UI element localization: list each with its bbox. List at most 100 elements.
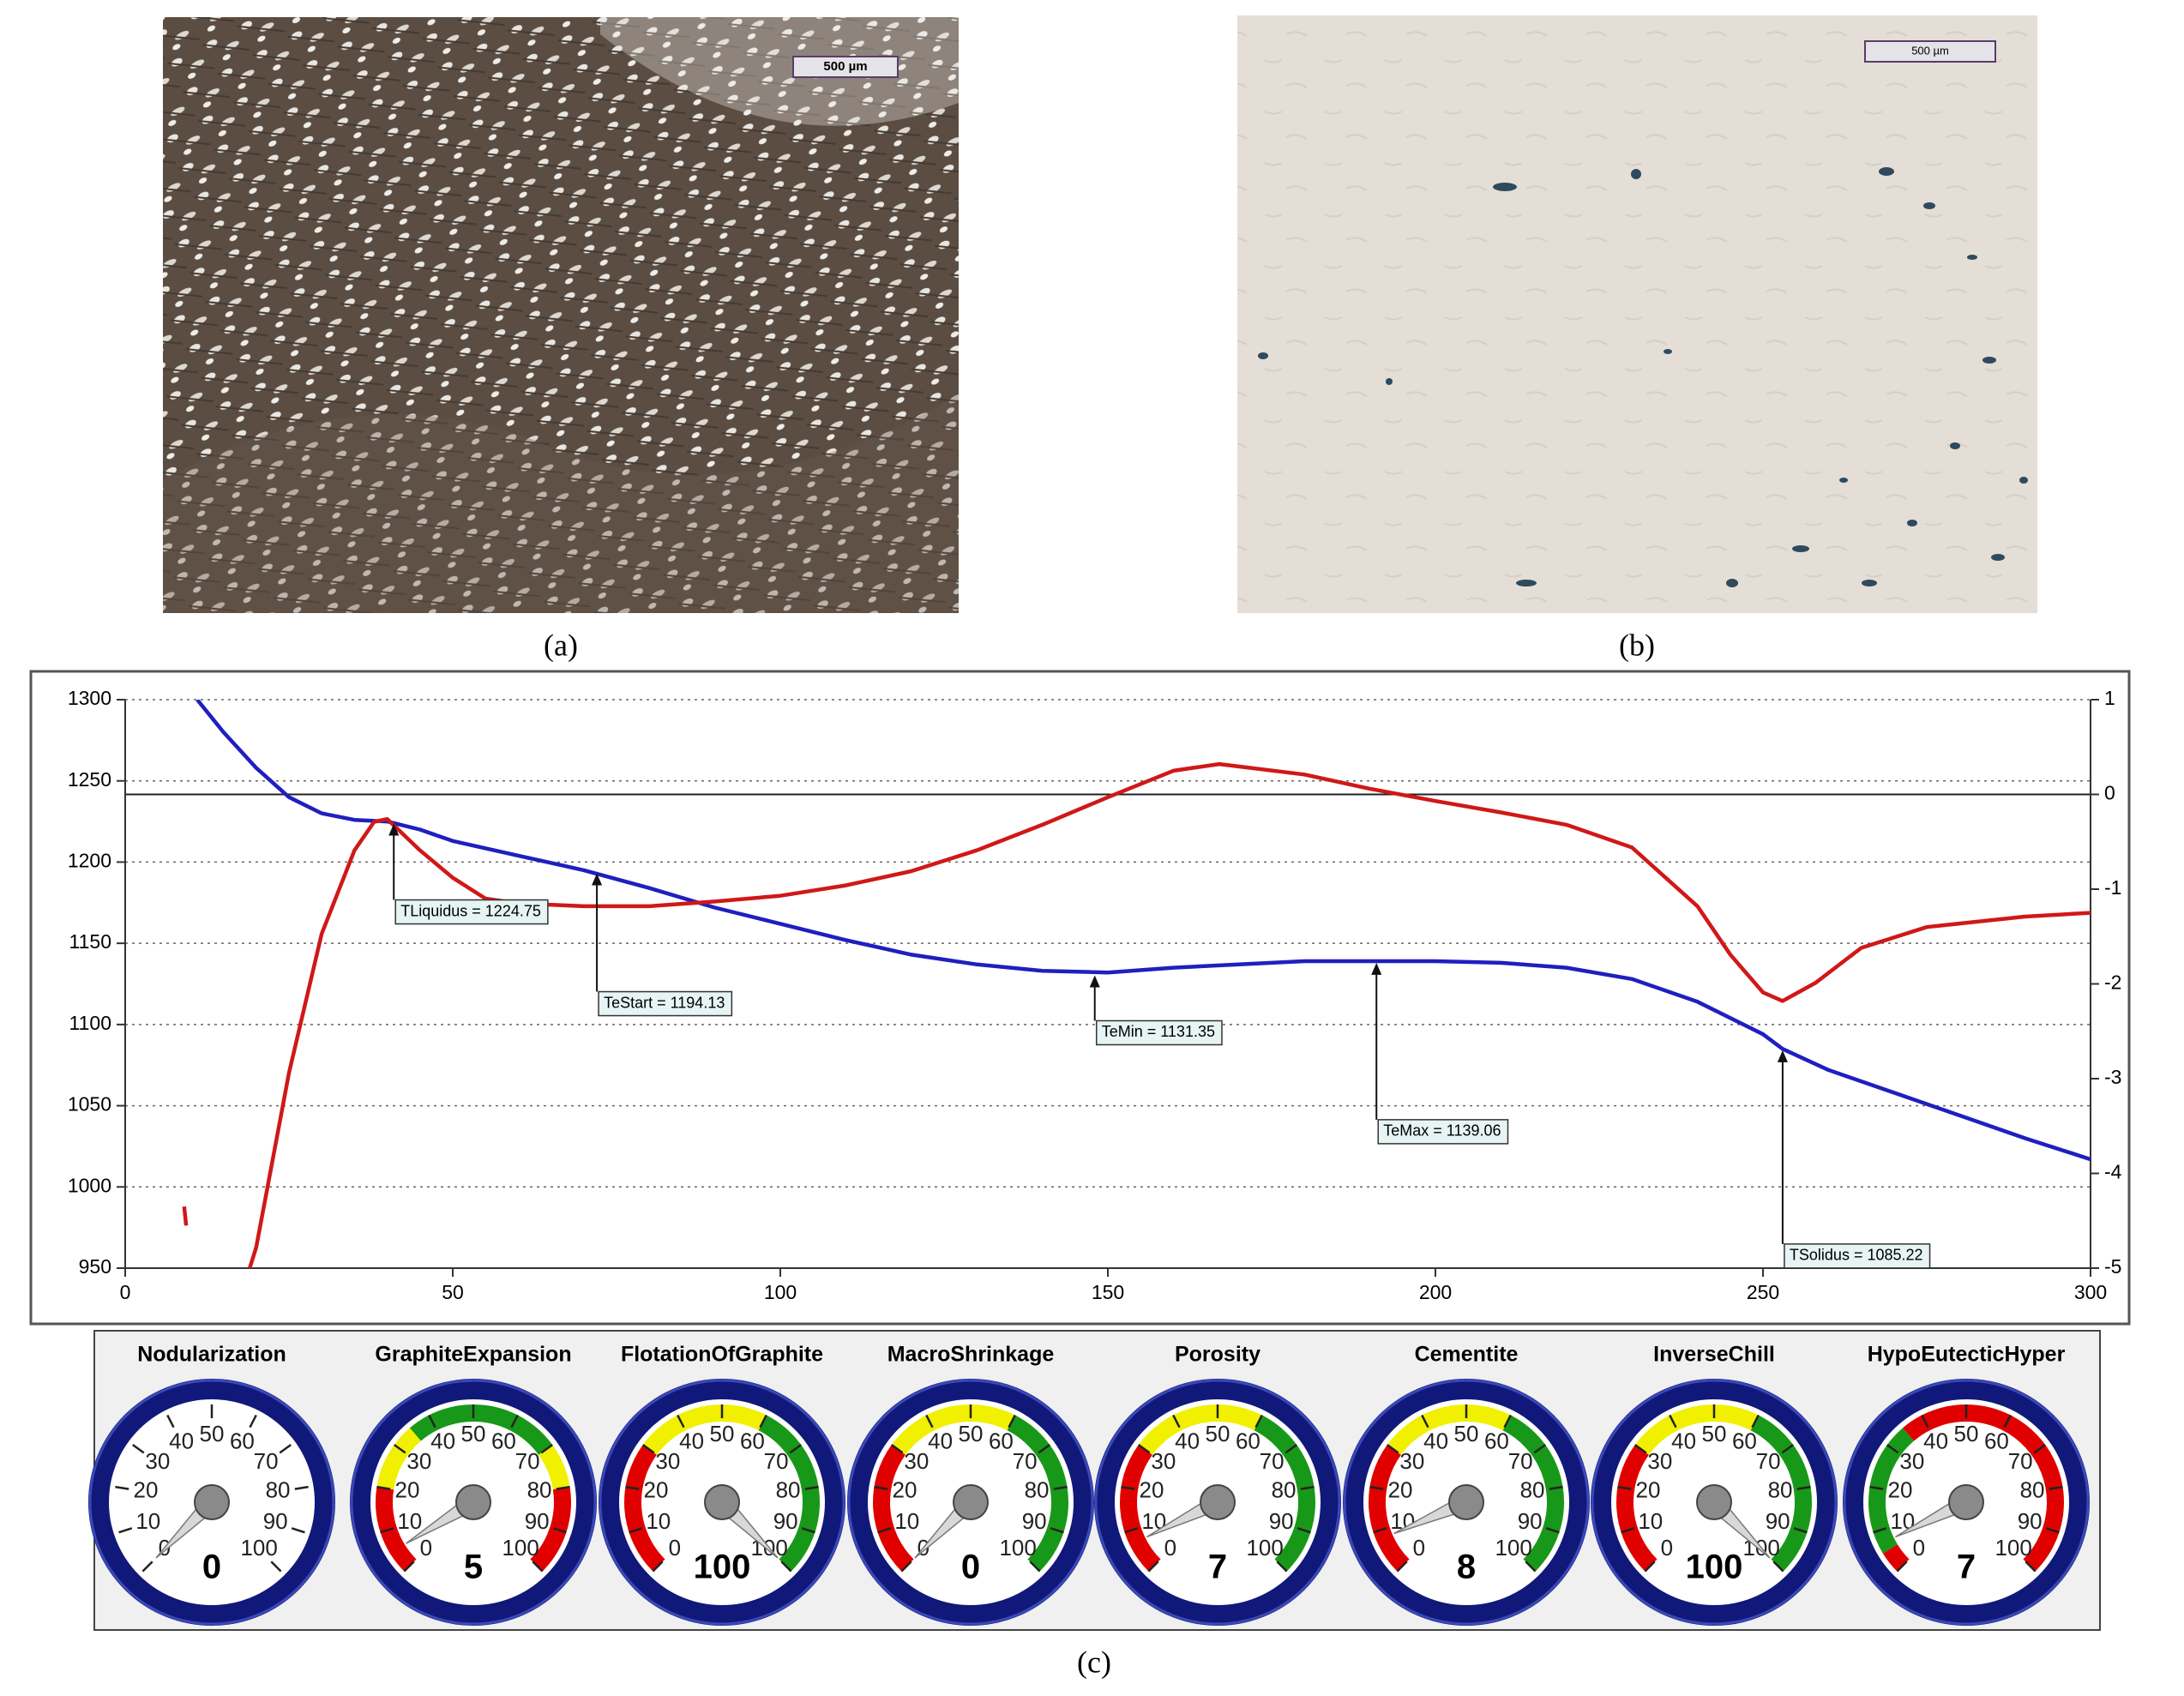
gauge-tick-label: 40 [928,1428,953,1453]
gauge-rim-highlight [599,1379,845,1626]
gauge-band [409,1404,553,1455]
gauge-tick-label: 40 [1423,1428,1448,1453]
gauge-tick-label: 90 [1269,1508,1294,1534]
gauge-band [1882,1543,1910,1572]
gauge-tick-label: 50 [710,1421,735,1446]
gauge-tick-label: 50 [461,1421,486,1446]
gauge-value: 8 [1457,1549,1476,1586]
annotation-arrowhead [1089,975,1100,988]
gauge-tick [1525,1561,1537,1573]
annotation-box [1784,1243,1931,1269]
x-tick-label: 100 [764,1281,797,1303]
gauge-tick [1921,1414,1929,1428]
gauge-tick [2003,1414,2012,1428]
gauge-name: MacroShrinkage [887,1343,1055,1367]
gauge-tick [625,1485,640,1490]
gauge-tick-label: 100 [502,1535,538,1561]
gauge-tick-label: 30 [904,1448,929,1474]
gauge-tick-label: 10 [1638,1508,1663,1534]
gauge-tick-label: 70 [1756,1448,1781,1474]
gauge-tick-label: 40 [1175,1428,1200,1453]
gauge-tick-label: 10 [646,1508,671,1534]
gauge-tick-label: 70 [764,1448,789,1474]
y2-tick-label: 0 [2104,782,2115,804]
gauge-tick [552,1527,567,1534]
gauge-tick [118,1527,133,1534]
gauge-value: 100 [1686,1549,1743,1586]
gauge-tick-label: 10 [397,1508,422,1534]
gauge-tick [532,1561,544,1573]
micrograph-b: 500 µm [1237,15,2037,613]
gauge-tick [652,1561,664,1573]
gauge-tick-label: 90 [2018,1508,2043,1534]
gauge-tick [877,1527,892,1534]
x-tick-label: 250 [1747,1281,1779,1303]
gauge-tick-label: 80 [266,1477,291,1503]
annotation-arrowhead [1371,962,1382,975]
gauge-tick-label: 90 [263,1508,288,1534]
gauge-tick-label: 0 [1913,1535,1925,1561]
gauge-tick [1124,1527,1139,1534]
y-tick-label: 1200 [68,850,111,872]
gauge-tick [403,1561,415,1573]
gauge-hub [1448,1484,1484,1520]
gauge-tick-label: 100 [1495,1535,1531,1561]
y-tick-label: 1250 [68,768,111,791]
gauge-band [1616,1444,1658,1572]
gauge-tick [428,1414,436,1428]
gauge-tick [1751,1414,1760,1428]
gauge-tick [249,1414,257,1428]
gauge-tick-label: 0 [1661,1535,1673,1561]
panel-label: (a) [544,628,578,662]
gauge-tick [380,1527,394,1534]
gauge-tick-label: 70 [2008,1448,2033,1474]
x-tick-label: 150 [1092,1281,1124,1303]
gauge-tick-label: 100 [1246,1535,1283,1561]
gauge-tick [780,1561,792,1573]
gauge-tick-label: 80 [2020,1477,2045,1503]
gauge-tick-label: 90 [525,1508,550,1534]
gauge-tick [1029,1561,1041,1573]
gauge-tick [1172,1414,1181,1428]
annotation-label: TeStart = 1194.13 [604,994,725,1011]
gauge-tick [801,1527,815,1534]
gauge-tick-label: 30 [655,1448,680,1474]
gauge-tick [1886,1443,1899,1454]
gauge-tick [1793,1527,1808,1534]
gauge-tick [1503,1414,1512,1428]
gauge-tick-label: 80 [527,1477,552,1503]
gauge-tick-label: 50 [1206,1421,1230,1446]
annotation-label: TeMax = 1139.06 [1383,1122,1501,1140]
micrograph-a: 500 µm [163,17,959,613]
gauge-name: HypoEutecticHyper [1868,1343,2066,1367]
gauge-tick-label: 70 [254,1448,279,1474]
gauge-hub [194,1484,230,1520]
gauge-tick [115,1485,129,1490]
gauge-band [873,1444,914,1572]
gauge-name: Nodularization [137,1343,286,1367]
gauge-tick [1873,1527,1887,1534]
cooling-curve-chart: 9501000105011001150120012501300-5-4-3-2-… [68,687,2122,1303]
gauge-tick-label: 10 [894,1508,919,1534]
gauge-name: Porosity [1175,1343,1260,1367]
gauge-tick-label: 60 [740,1428,765,1453]
scale-bar-label: 500 µm [823,59,867,74]
gauge-tick-label: 70 [1508,1448,1533,1474]
series-line [182,761,2091,1268]
gauge-hub [455,1484,491,1520]
gauge-band [1138,1404,1262,1455]
gauge-rim-highlight [350,1379,597,1626]
gauge-tick-label: 30 [406,1448,431,1474]
gauge-rim-highlight [88,1379,335,1626]
gauge-tick [1297,1527,1311,1534]
gauge-tick-label: 60 [989,1428,1014,1453]
gauge-band [1634,1404,1759,1455]
gauge-tick-label: 100 [999,1535,1036,1561]
gauge-tick [376,1485,391,1490]
gauge-tick-label: 50 [1954,1421,1979,1446]
gauge-tick-label: 70 [515,1448,540,1474]
gauge-tick [1387,1443,1399,1454]
gauge-tick-label: 0 [1164,1535,1176,1561]
gauge-tick-label: 60 [1984,1428,2009,1453]
